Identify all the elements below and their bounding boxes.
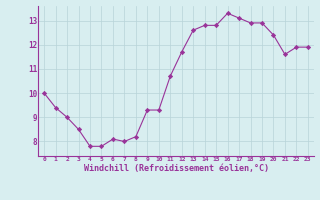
X-axis label: Windchill (Refroidissement éolien,°C): Windchill (Refroidissement éolien,°C) [84, 164, 268, 173]
